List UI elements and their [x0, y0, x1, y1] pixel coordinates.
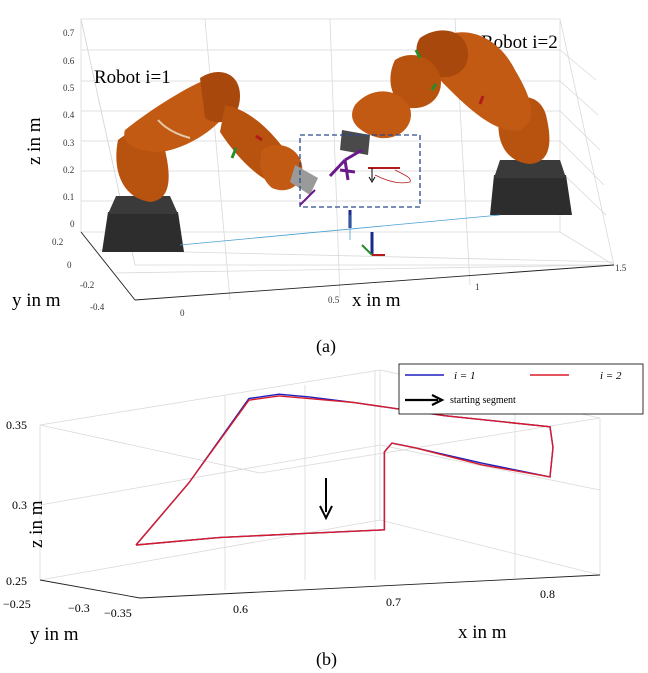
panel-b-z-axis-label: z in m — [26, 500, 47, 548]
series-line-i2 — [135, 395, 554, 546]
panel-a-x-ticks: 0 0.5 1 1.5 — [180, 263, 627, 318]
legend: i = 1 i = 2 starting segment — [398, 363, 644, 415]
y-tick-label: −0.25 — [3, 597, 31, 611]
panel-a-caption: (a) — [316, 336, 336, 357]
x-tick-label: 0.6 — [233, 602, 248, 616]
panel-b-y-axis-label: y in m — [30, 624, 79, 645]
z-tick-label: 0.3 — [63, 138, 75, 148]
y-tick-label: −0.3 — [68, 601, 90, 615]
z-tick-label: 0.6 — [63, 56, 75, 66]
panel-a: 0.7 0.6 0.5 0.4 0.3 0.2 0.1 0 0.2 0 -0.2… — [12, 18, 627, 357]
workspace-box — [179, 134, 501, 256]
panel-b: 0.35 0.3 0.25 −0.25 −0.3 −0.35 0.6 0.7 0… — [3, 363, 644, 670]
panel-b-y-ticks: −0.25 −0.3 −0.35 — [3, 597, 132, 620]
z-tick-label: 0.2 — [63, 165, 74, 175]
panel-b-gridlines — [39, 369, 601, 599]
x-tick-label: 0.5 — [328, 295, 340, 305]
x-tick-label: 0.8 — [540, 587, 555, 601]
y-tick-label: -0.4 — [90, 302, 105, 312]
x-tick-label: 1 — [475, 282, 480, 292]
panel-a-y-ticks: 0.2 0 -0.2 -0.4 — [52, 237, 105, 312]
y-tick-label: -0.2 — [80, 280, 94, 290]
x-tick-label: 1.5 — [615, 263, 627, 273]
legend-label-arrow: starting segment — [450, 395, 516, 406]
robot2-label: Robot i=2 — [481, 32, 558, 53]
panel-a-x-axis-label: x in m — [352, 290, 401, 311]
z-tick-label: 0.35 — [6, 418, 27, 432]
robot-2-illustration — [340, 30, 572, 215]
starting-segment-arrow — [319, 478, 333, 521]
panel-b-x-axis-label: x in m — [458, 622, 507, 643]
z-tick-label: 0.1 — [63, 192, 74, 202]
panel-a-z-axis-label: z in m — [24, 117, 45, 165]
panel-b-caption: (b) — [316, 649, 337, 670]
robot-1-illustration — [102, 72, 318, 252]
y-tick-label: −0.35 — [104, 606, 132, 620]
legend-label-i1: i = 1 — [454, 370, 475, 382]
z-tick-label: 0.5 — [63, 83, 75, 93]
panel-b-z-ticks: 0.35 0.3 0.25 — [6, 418, 27, 588]
panel-b-x-ticks: 0.6 0.7 0.8 — [233, 587, 555, 616]
legend-label-i2: i = 2 — [600, 370, 622, 382]
panel-a-z-ticks: 0.7 0.6 0.5 0.4 0.3 0.2 0.1 0 — [63, 28, 75, 229]
y-tick-label: 0 — [67, 260, 72, 270]
x-tick-label: 0 — [180, 308, 185, 318]
z-tick-label: 0.7 — [63, 28, 75, 38]
panel-a-y-axis-label: y in m — [12, 290, 61, 311]
z-tick-label: 0 — [70, 219, 75, 229]
z-tick-label: 0.25 — [6, 574, 27, 588]
x-tick-label: 0.7 — [386, 595, 401, 609]
y-tick-label: 0.2 — [52, 237, 63, 247]
z-tick-label: 0.3 — [12, 498, 27, 512]
robot1-label: Robot i=1 — [94, 67, 171, 88]
z-tick-label: 0.4 — [63, 110, 75, 120]
